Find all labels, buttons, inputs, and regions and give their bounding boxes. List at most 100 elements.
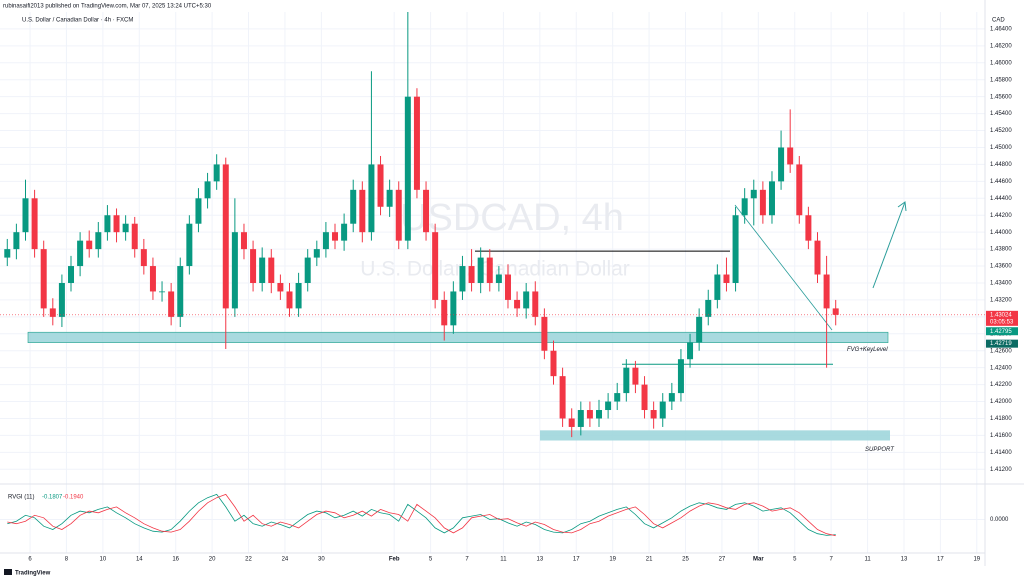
candle-body [477,257,484,283]
candle-body [268,257,275,283]
y-tick-label: 1.46400 [990,27,1012,33]
candle-body [359,189,366,233]
candle-body [286,291,293,309]
candle-body [86,240,93,250]
candle-body [432,232,439,300]
candle-body [614,393,621,402]
y-tick-label: 1.42600 [990,348,1012,354]
candle-body [195,198,202,224]
x-tick-label: 7 [465,557,469,563]
candle-body [377,164,384,207]
logo-icon [4,569,12,575]
candle-body [787,147,794,165]
indicator-name: RVGI (11) [8,495,34,501]
candle-body [486,257,493,283]
candle-body [687,342,694,360]
candle-body [778,147,785,182]
candle-body [541,316,548,351]
logo: TradingView [15,571,51,577]
x-tick-label: 19 [609,557,616,563]
candle-body [423,189,430,233]
candle-body [259,257,266,283]
candle-body [322,232,329,250]
x-tick-label: 7 [829,557,833,563]
x-tick-label: 13 [536,557,543,563]
x-tick-label: 6 [28,557,32,563]
x-tick-label: 20 [209,557,216,563]
candle-body [514,299,521,309]
x-tick-label: 5 [429,557,433,563]
y-tick-label: 1.42000 [990,399,1012,405]
y-tick-label: 1.44200 [990,213,1012,219]
y-tick-label: 1.46000 [990,60,1012,66]
x-tick-label: 30 [318,557,325,563]
candle-body [532,291,539,317]
x-tick-label: 8 [65,557,69,563]
candle-body [732,215,739,283]
x-tick-label: 14 [136,557,143,563]
candle-body [623,367,630,394]
candle-body [750,189,757,199]
candle-body [632,367,639,385]
candle-body [495,274,502,283]
candle-body [313,249,320,258]
y-tick-label: 1.44800 [990,162,1012,168]
candle-body [668,393,675,402]
candle-body [104,215,111,233]
x-tick-label: 19 [973,557,980,563]
candle-body [814,240,821,275]
candle-body [705,299,712,317]
y-tick-label: 1.41800 [990,416,1012,422]
candle-body [404,96,411,241]
x-tick-label: 16 [172,557,179,563]
candle-body [213,164,220,182]
candle-body [131,223,138,250]
y-tick-label: 1.42400 [990,365,1012,371]
publisher-note: rubinasaifi2013 published on TradingView… [3,4,212,10]
y-tick-label: 1.45200 [990,128,1012,134]
zone-price-label: 1.42795 [990,329,1012,335]
indicator-value: -0.1940 [63,495,84,501]
candle-body [122,223,129,233]
candle-body [368,164,375,233]
candle-body [759,189,766,216]
x-tick-label: Feb [389,557,400,563]
candle-body [441,299,448,326]
candle-body [22,198,29,233]
y-tick-label: 1.45800 [990,77,1012,83]
candle-body [605,401,612,411]
zone-label: FVG+KeyLevel [847,347,888,353]
candle-body [550,350,557,377]
x-tick-label: Mar [753,557,764,563]
zone [27,331,889,343]
watermark-name: U.S. Dollar / Canadian Dollar [360,258,630,281]
candle-body [641,384,648,411]
y-tick-label: 1.41400 [990,450,1012,456]
candle-body [250,249,257,283]
currency: CAD [992,18,1005,24]
candle-body [231,232,238,309]
x-tick-label: 17 [573,557,580,563]
x-tick-label: 27 [719,557,726,563]
candle-body [277,282,284,292]
candle-body [240,232,247,250]
y-tick-label: 1.44400 [990,196,1012,202]
candle-body [341,223,348,241]
y-tick-label: 1.45000 [990,145,1012,151]
candle-body [723,274,730,283]
y-tick-label: 1.43600 [990,264,1012,270]
y-tick-label: 1.45400 [990,111,1012,117]
candle-body [677,359,684,394]
candle-body [4,249,11,258]
zone-label: SUPPORT [865,447,895,453]
y-tick-label: 1.42200 [990,382,1012,388]
candle-body [350,189,357,224]
x-tick-label: 13 [901,557,908,563]
candle-body [596,410,603,419]
zone-price-box [986,327,1018,336]
y-tick-label: 1.46200 [990,43,1012,49]
candle-body [768,181,775,216]
candle-body [222,164,229,309]
y-tick-label: 1.41600 [990,433,1012,439]
